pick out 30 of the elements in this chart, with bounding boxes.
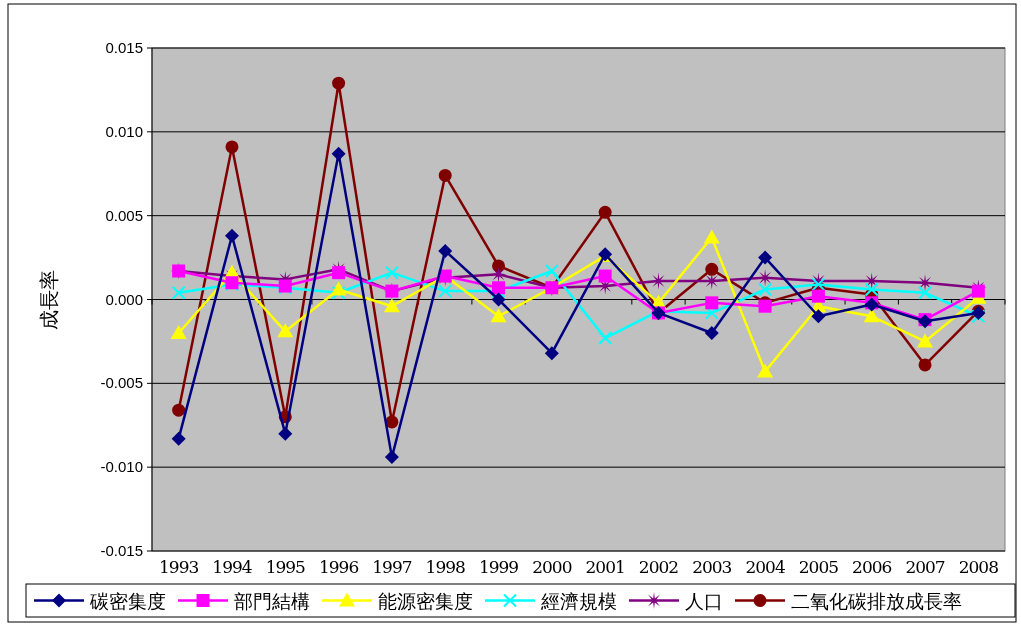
x-tick-label: 2006 [852,557,892,577]
x-tick-label: 2004 [745,557,785,577]
y-tick-label: 0.010 [105,122,143,140]
y-tick-label: 0.015 [105,39,143,56]
x-tick-label: 2007 [905,557,945,577]
x-tick-label: 2000 [532,557,572,577]
x-tick-label: 2008 [958,557,999,577]
legend-label: 人口 [685,589,723,612]
y-tick-label: -0.010 [100,458,143,476]
x-tick-label: 1998 [425,557,466,577]
x-tick-label: 1995 [265,557,306,577]
x-tick-label: 2005 [798,557,839,577]
legend-label: 能源密集度 [378,589,473,612]
y-tick-label: 0.005 [105,206,143,224]
x-tick-label: 2002 [638,557,679,577]
legend-label: 二氧化碳排放成長率 [791,589,962,612]
y-tick-label: -0.015 [100,542,143,559]
legend-label: 經濟規模 [540,589,617,612]
legend-label: 部門結構 [234,589,310,612]
y-axis-title: 成長率 [37,269,61,330]
x-tick-label: 2003 [692,557,732,577]
x-tick-label: 1993 [159,557,199,577]
x-tick-label: 1996 [318,557,359,577]
x-tick-label: 1994 [212,557,252,577]
x-tick-label: 2001 [585,557,625,577]
x-tick-label: 1999 [478,557,519,577]
x-tick-label: 1997 [372,557,412,577]
y-tick-label: -0.005 [100,374,143,392]
y-tick-label: 0.000 [105,290,143,308]
legend-label: 碳密集度 [89,589,166,612]
